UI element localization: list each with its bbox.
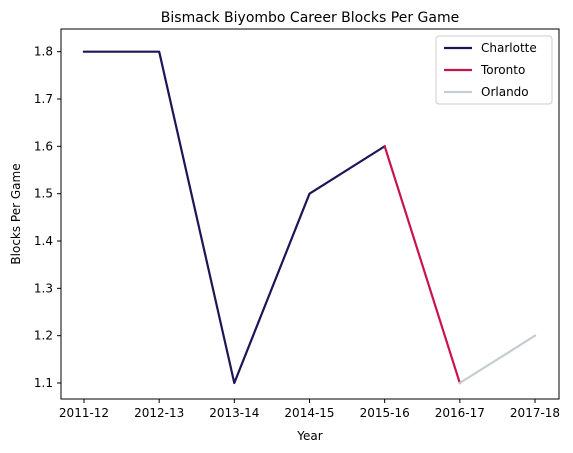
y-axis-title: Blocks Per Game: [9, 163, 23, 264]
y-tick-label: 1.7: [34, 92, 53, 106]
y-tick-label: 1.6: [34, 139, 53, 153]
series-line-toronto: [383, 144, 462, 385]
x-axis-title: Year: [296, 429, 322, 443]
x-tick-label: 2012-13: [134, 406, 184, 420]
legend: Charlotte Toronto Orlando: [435, 35, 553, 105]
y-tick-label: 1.2: [34, 329, 53, 343]
x-tick-label: 2011-12: [59, 406, 109, 420]
x-tick-label: 2014-15: [284, 406, 334, 420]
series-line-charlotte: [82, 50, 387, 385]
legend-label-orlando: Orlando: [481, 85, 529, 99]
y-tick-label: 1.1: [34, 376, 53, 390]
y-tick-label: 1.3: [34, 281, 53, 295]
x-tick-label: 2017-18: [510, 406, 560, 420]
series-line-orlando: [458, 334, 537, 385]
x-tick-label: 2015-16: [360, 406, 410, 420]
x-axis: 2011-12 2012-13 2013-14 2014-15 2015-16 2016-…: [59, 399, 560, 420]
legend-label-charlotte: Charlotte: [481, 41, 537, 55]
x-tick-label: 2016-17: [435, 406, 485, 420]
chart-title: Bismack Biyombo Career Blocks Per Game: [161, 10, 459, 26]
series-layer: [82, 50, 537, 385]
y-tick-label: 1.8: [34, 45, 53, 59]
legend-box: [435, 35, 553, 105]
y-axis: 1.1 1.2 1.3 1.4 1.5 1.6 1.7 1.8: [34, 45, 61, 390]
legend-label-toronto: Toronto: [480, 63, 525, 77]
x-tick-label: 2013-14: [209, 406, 259, 420]
y-tick-label: 1.4: [34, 234, 53, 248]
y-tick-label: 1.5: [34, 187, 53, 201]
